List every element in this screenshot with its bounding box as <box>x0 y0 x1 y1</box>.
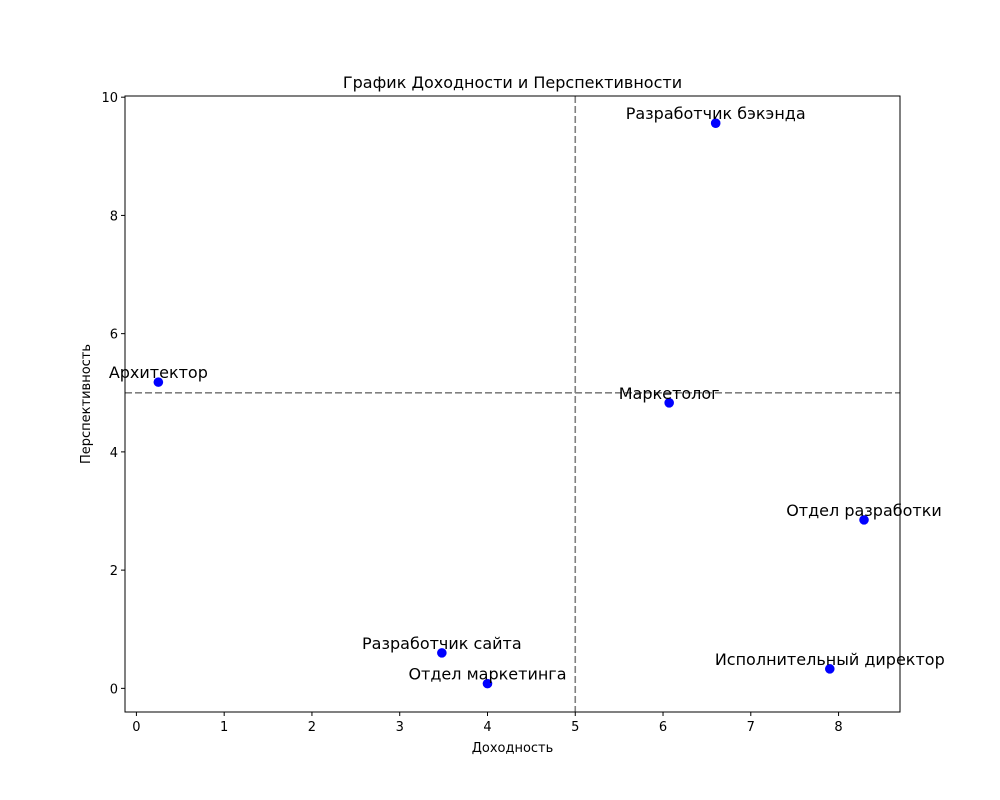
y-tick-label: 0 <box>110 682 118 697</box>
data-point <box>153 377 164 387</box>
x-tick-label: 8 <box>834 720 842 735</box>
y-axis-title: Перспективность <box>79 344 94 464</box>
data-point <box>824 664 835 674</box>
data-point <box>859 515 869 525</box>
data-point <box>710 118 721 128</box>
x-tick-label: 4 <box>483 720 491 735</box>
data-point-label: Архитектор <box>109 363 208 382</box>
y-tick-label: 4 <box>110 446 118 461</box>
x-tick-label: 0 <box>132 720 140 735</box>
data-point-label: Отдел маркетинга <box>408 665 566 684</box>
y-axis-ticks: 0 2 4 6 8 10 <box>101 91 125 697</box>
x-tick-label: 5 <box>571 720 579 735</box>
x-tick-label: 2 <box>308 720 316 735</box>
data-point-label: Разработчик бэкэнда <box>626 104 806 123</box>
x-axis-title: Доходность <box>472 741 554 756</box>
x-tick-label: 6 <box>659 720 667 735</box>
reference-lines <box>125 96 900 712</box>
x-tick-label: 7 <box>747 720 755 735</box>
plot-area-frame <box>124 95 901 713</box>
y-tick-label: 2 <box>110 564 118 579</box>
chart-title: График Доходности и Перспективности <box>343 73 682 92</box>
data-point <box>437 648 447 658</box>
data-labels: Архитектор Разработчик бэкэнда Маркетолог О… <box>109 104 945 683</box>
y-tick-label: 8 <box>110 209 118 224</box>
data-point-label: Разработчик сайта <box>362 634 522 653</box>
data-point-label: Маркетолог <box>619 384 720 403</box>
x-axis-ticks: 0 1 2 3 4 5 6 7 8 <box>132 712 843 735</box>
data-point-label: Отдел разработки <box>786 501 942 520</box>
data-point-label: Исполнительный директор <box>715 650 945 669</box>
y-tick-label: 6 <box>110 328 118 343</box>
x-tick-label: 3 <box>396 720 404 735</box>
x-tick-label: 1 <box>220 720 228 735</box>
y-tick-label: 10 <box>101 91 118 106</box>
data-point <box>482 678 493 689</box>
data-points <box>153 118 869 689</box>
data-point <box>664 398 674 408</box>
